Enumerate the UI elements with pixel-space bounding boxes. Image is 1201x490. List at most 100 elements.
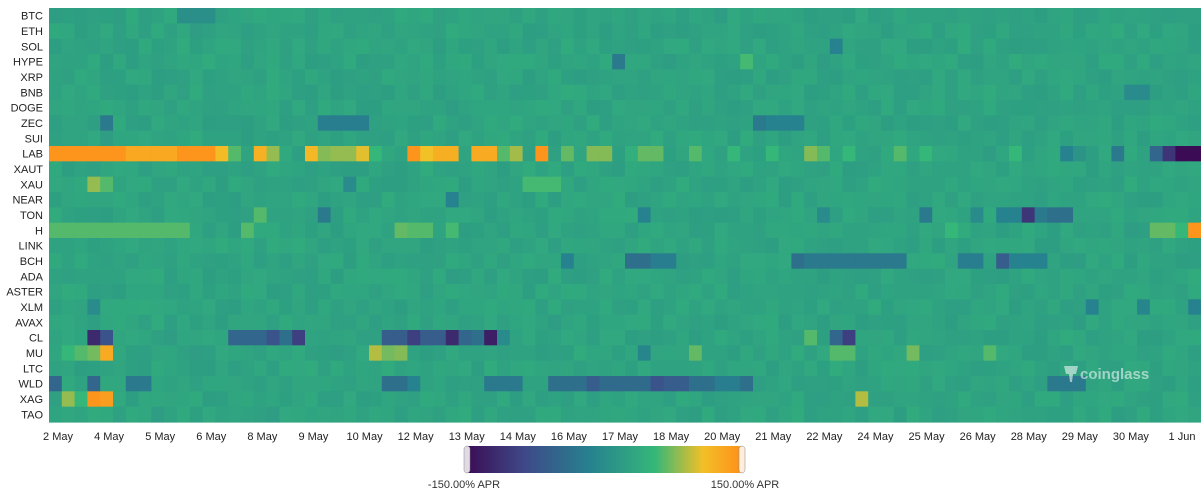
heatmap-cell[interactable]: [292, 284, 306, 300]
heatmap-cell[interactable]: [100, 406, 114, 423]
heatmap-cell[interactable]: [49, 330, 63, 346]
heatmap-cell[interactable]: [522, 406, 536, 423]
heatmap-cell[interactable]: [113, 238, 127, 254]
heatmap-cell[interactable]: [599, 146, 613, 162]
heatmap-cell[interactable]: [138, 376, 152, 392]
heatmap-cell[interactable]: [381, 268, 396, 285]
heatmap-cell[interactable]: [1047, 100, 1061, 116]
heatmap-cell[interactable]: [522, 54, 536, 70]
heatmap-cell[interactable]: [202, 100, 216, 116]
heatmap-cell[interactable]: [573, 161, 588, 178]
heatmap-cell[interactable]: [548, 146, 562, 162]
heatmap-cell[interactable]: [61, 8, 76, 24]
heatmap-cell[interactable]: [292, 360, 306, 377]
heatmap-cell[interactable]: [919, 253, 933, 270]
heatmap-cell[interactable]: [778, 100, 792, 116]
heatmap-cell[interactable]: [215, 207, 229, 224]
heatmap-cell[interactable]: [151, 8, 165, 24]
heatmap-cell[interactable]: [919, 222, 933, 239]
heatmap-cell[interactable]: [394, 100, 408, 116]
heatmap-cell[interactable]: [177, 8, 191, 24]
heatmap-cell[interactable]: [1034, 345, 1048, 362]
heatmap-cell[interactable]: [381, 345, 396, 362]
heatmap-cell[interactable]: [650, 345, 664, 362]
heatmap-cell[interactable]: [228, 176, 242, 193]
heatmap-cell[interactable]: [919, 192, 933, 208]
heatmap-cell[interactable]: [765, 222, 780, 239]
heatmap-cell[interactable]: [970, 207, 984, 224]
heatmap-cell[interactable]: [100, 100, 114, 116]
heatmap-cell[interactable]: [893, 23, 908, 40]
heatmap-cell[interactable]: [561, 192, 575, 208]
heatmap-cell[interactable]: [138, 161, 152, 178]
heatmap-cell[interactable]: [394, 238, 408, 254]
heatmap-cell[interactable]: [138, 268, 152, 285]
heatmap-cell[interactable]: [522, 161, 536, 178]
heatmap-cell[interactable]: [1162, 130, 1176, 147]
heatmap-cell[interactable]: [151, 253, 165, 270]
heatmap-cell[interactable]: [138, 23, 152, 40]
heatmap-cell[interactable]: [343, 8, 357, 24]
heatmap-cell[interactable]: [842, 38, 856, 55]
heatmap-cell[interactable]: [561, 54, 575, 70]
heatmap-cell[interactable]: [394, 54, 408, 70]
heatmap-cell[interactable]: [932, 115, 946, 132]
heatmap-cell[interactable]: [49, 253, 63, 270]
heatmap-cell[interactable]: [1098, 268, 1112, 285]
heatmap-cell[interactable]: [189, 69, 204, 86]
heatmap-cell[interactable]: [87, 360, 101, 377]
heatmap-cell[interactable]: [292, 314, 306, 331]
heatmap-cell[interactable]: [330, 376, 344, 392]
heatmap-cell[interactable]: [330, 253, 344, 270]
heatmap-cell[interactable]: [164, 314, 178, 331]
heatmap-cell[interactable]: [61, 115, 76, 132]
heatmap-cell[interactable]: [381, 84, 396, 101]
heatmap-cell[interactable]: [151, 299, 165, 316]
heatmap-cell[interactable]: [1137, 345, 1151, 362]
heatmap-cell[interactable]: [740, 69, 754, 86]
heatmap-cell[interactable]: [177, 100, 191, 116]
heatmap-cell[interactable]: [906, 299, 920, 316]
heatmap-cell[interactable]: [138, 284, 152, 300]
heatmap-cell[interactable]: [1111, 345, 1125, 362]
heatmap-cell[interactable]: [881, 207, 895, 224]
heatmap-cell[interactable]: [970, 23, 984, 40]
heatmap-cell[interactable]: [740, 38, 754, 55]
heatmap-cell[interactable]: [202, 192, 216, 208]
heatmap-cell[interactable]: [484, 330, 498, 346]
heatmap-cell[interactable]: [573, 222, 588, 239]
heatmap-cell[interactable]: [445, 406, 460, 423]
heatmap-cell[interactable]: [330, 69, 344, 86]
heatmap-cell[interactable]: [561, 345, 575, 362]
heatmap-cell[interactable]: [817, 376, 831, 392]
heatmap-cell[interactable]: [266, 69, 280, 86]
heatmap-cell[interactable]: [1124, 84, 1138, 101]
heatmap-cell[interactable]: [676, 100, 690, 116]
heatmap-cell[interactable]: [305, 284, 319, 300]
heatmap-cell[interactable]: [113, 406, 127, 423]
heatmap-cell[interactable]: [228, 115, 242, 132]
heatmap-cell[interactable]: [74, 54, 88, 70]
heatmap-cell[interactable]: [1175, 314, 1189, 331]
heatmap-cell[interactable]: [420, 299, 434, 316]
heatmap-cell[interactable]: [689, 23, 703, 40]
heatmap-cell[interactable]: [535, 146, 549, 162]
heatmap-cell[interactable]: [625, 146, 639, 162]
heatmap-cell[interactable]: [202, 54, 216, 70]
heatmap-cell[interactable]: [177, 69, 191, 86]
heatmap-cell[interactable]: [1137, 299, 1151, 316]
heatmap-cell[interactable]: [983, 299, 997, 316]
heatmap-cell[interactable]: [804, 284, 818, 300]
heatmap-cell[interactable]: [612, 161, 626, 178]
heatmap-cell[interactable]: [522, 176, 536, 193]
heatmap-cell[interactable]: [906, 146, 920, 162]
heatmap-cell[interactable]: [343, 406, 357, 423]
heatmap-cell[interactable]: [957, 176, 972, 193]
heatmap-cell[interactable]: [228, 146, 242, 162]
heatmap-cell[interactable]: [330, 54, 344, 70]
heatmap-cell[interactable]: [804, 8, 818, 24]
heatmap-cell[interactable]: [791, 222, 805, 239]
heatmap-cell[interactable]: [1009, 207, 1023, 224]
heatmap-cell[interactable]: [420, 84, 434, 101]
heatmap-cell[interactable]: [1188, 23, 1201, 40]
